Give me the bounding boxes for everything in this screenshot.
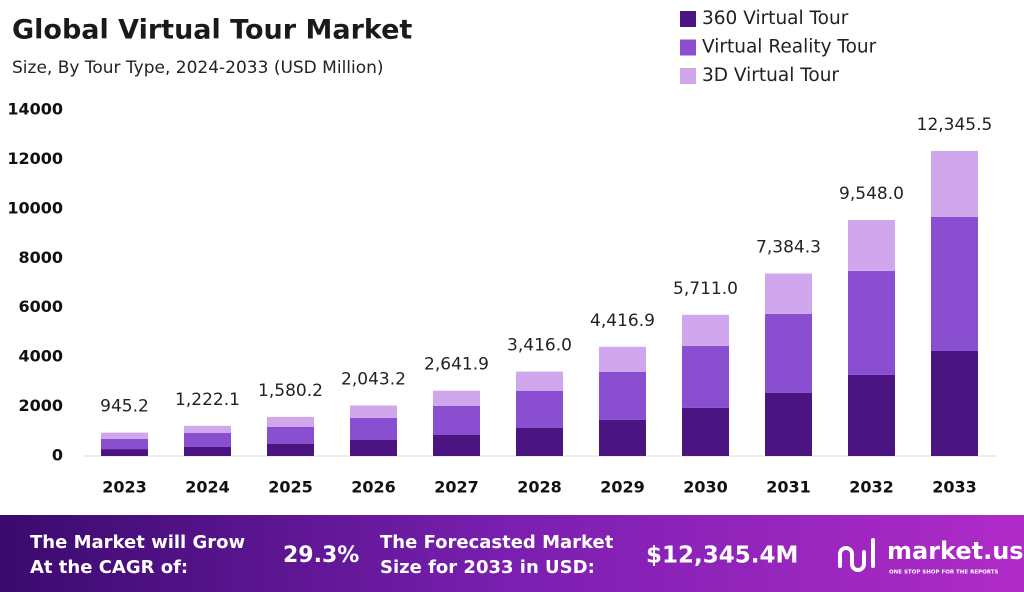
legend-label: Virtual Reality Tour bbox=[702, 37, 877, 58]
footer-value: $12,345.4M bbox=[646, 543, 798, 569]
y-tick-label: 10000 bbox=[7, 198, 63, 217]
total-label: 3,416.0 bbox=[507, 336, 572, 356]
brand-tagline: ONE STOP SHOP FOR THE REPORTS bbox=[889, 570, 999, 576]
x-tick-label: 2028 bbox=[517, 478, 562, 497]
bar-segment bbox=[350, 405, 397, 418]
bar-segment bbox=[184, 425, 231, 434]
footer-band bbox=[0, 515, 1024, 592]
bar-segment bbox=[184, 446, 231, 456]
bar-segment bbox=[433, 405, 480, 435]
footer-text: The Forecasted Market bbox=[380, 532, 614, 553]
brand-name: market.us bbox=[887, 537, 1024, 565]
x-tick-label: 2026 bbox=[351, 478, 396, 497]
bar-segment bbox=[682, 345, 729, 408]
bar-segment bbox=[765, 313, 812, 393]
y-tick-label: 14000 bbox=[7, 100, 63, 119]
bar-segment bbox=[433, 390, 480, 406]
x-tick-label: 2023 bbox=[102, 478, 147, 497]
bar-segment bbox=[516, 391, 563, 428]
y-tick-label: 4000 bbox=[18, 347, 63, 366]
total-label: 945.2 bbox=[100, 397, 149, 417]
bar-segment bbox=[101, 449, 148, 456]
bar-segment bbox=[267, 426, 314, 444]
footer-text: Size for 2033 in USD: bbox=[380, 557, 595, 578]
bar-segment bbox=[599, 419, 646, 456]
bar-segment bbox=[599, 346, 646, 372]
y-tick-label: 12000 bbox=[7, 149, 63, 168]
total-label: 1,222.1 bbox=[175, 390, 240, 410]
bar-segment bbox=[516, 427, 563, 456]
total-label: 4,416.9 bbox=[590, 311, 655, 331]
x-tick-label: 2027 bbox=[434, 478, 479, 497]
bar-segment bbox=[682, 314, 729, 346]
x-tick-label: 2033 bbox=[932, 478, 977, 497]
chart-title: Global Virtual Tour Market bbox=[12, 15, 412, 46]
total-label: 12,345.5 bbox=[917, 115, 993, 135]
chart-subtitle: Size, By Tour Type, 2024-2033 (USD Milli… bbox=[12, 58, 384, 78]
legend-label: 360 Virtual Tour bbox=[702, 8, 849, 29]
y-tick-label: 6000 bbox=[18, 297, 63, 316]
bar-segment bbox=[433, 434, 480, 456]
bar-segment bbox=[682, 407, 729, 456]
bar-segment bbox=[848, 270, 895, 375]
brand-logo bbox=[838, 538, 875, 572]
total-label: 7,384.3 bbox=[756, 238, 821, 258]
footer-text: The Market will Grow bbox=[30, 532, 245, 553]
bar-segment bbox=[350, 439, 397, 456]
bar-segment bbox=[931, 350, 978, 456]
y-tick-label: 2000 bbox=[18, 396, 63, 415]
total-label: 9,548.0 bbox=[839, 184, 904, 204]
footer-value: 29.3% bbox=[283, 543, 359, 568]
bar-segment bbox=[516, 371, 563, 392]
total-label: 2,641.9 bbox=[424, 355, 489, 375]
bar-segment bbox=[184, 433, 231, 447]
x-tick-label: 2031 bbox=[766, 478, 811, 497]
bar-segment bbox=[848, 374, 895, 456]
bar-segment bbox=[765, 273, 812, 314]
total-label: 5,711.0 bbox=[673, 279, 738, 299]
bar-segment bbox=[350, 417, 397, 440]
bar-segment bbox=[848, 220, 895, 271]
bar-segment bbox=[765, 392, 812, 456]
x-tick-label: 2030 bbox=[683, 478, 728, 497]
legend-swatch bbox=[680, 39, 696, 56]
legend-swatch bbox=[680, 11, 696, 27]
bar-segment bbox=[101, 438, 148, 450]
legend-swatch bbox=[680, 68, 696, 84]
total-label: 1,580.2 bbox=[258, 381, 323, 401]
footer-text: At the CAGR of: bbox=[30, 557, 188, 578]
bar-segment bbox=[101, 432, 148, 439]
bar-segment bbox=[267, 416, 314, 427]
total-label: 2,043.2 bbox=[341, 370, 406, 390]
x-tick-label: 2029 bbox=[600, 478, 645, 497]
bar-segment bbox=[931, 150, 978, 217]
bar-segment bbox=[931, 216, 978, 351]
legend-label: 3D Virtual Tour bbox=[702, 65, 839, 86]
x-tick-label: 2032 bbox=[849, 478, 894, 497]
x-tick-label: 2025 bbox=[268, 478, 313, 497]
y-tick-label: 0 bbox=[52, 446, 63, 465]
x-tick-label: 2024 bbox=[185, 478, 230, 497]
bar-segment bbox=[267, 443, 314, 456]
bar-segment bbox=[599, 371, 646, 420]
y-tick-label: 8000 bbox=[18, 248, 63, 267]
